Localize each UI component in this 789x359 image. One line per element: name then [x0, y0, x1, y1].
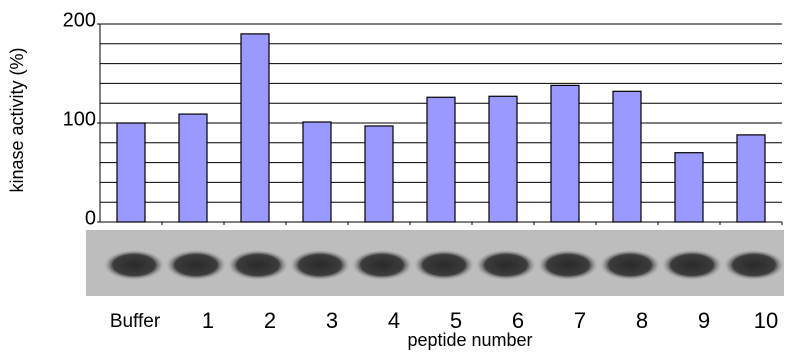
bar	[427, 97, 455, 222]
gel-band	[352, 250, 412, 280]
x-tick-label: 4	[388, 308, 400, 333]
gel-band	[414, 250, 474, 280]
bar	[303, 122, 331, 222]
x-tick-label: 1	[202, 308, 214, 333]
gel-band	[600, 250, 660, 280]
bar	[737, 135, 765, 222]
page: {"chart_data": {"type": "bar", "y_label"…	[0, 0, 789, 359]
bar	[613, 91, 641, 222]
bar	[489, 96, 517, 222]
x-tick-label: 8	[636, 308, 648, 333]
x-tick-label: 5	[450, 308, 462, 333]
gel-band	[662, 250, 722, 280]
chart: kinase activity (%) peptide number 01002…	[0, 0, 789, 359]
x-tick-label: 7	[574, 308, 586, 333]
y-tick-label: 100	[63, 108, 96, 130]
gel-band	[290, 250, 350, 280]
y-axis-label: kinase activity (%)	[7, 47, 27, 192]
bar	[551, 85, 579, 222]
x-tick-label: 6	[512, 308, 524, 333]
bar	[365, 126, 393, 222]
y-tick-label: 0	[85, 207, 96, 229]
x-tick-label: 3	[326, 308, 338, 333]
gel-band	[104, 250, 164, 280]
gel-band	[228, 250, 288, 280]
bar	[241, 34, 269, 222]
gel-band	[538, 250, 598, 280]
bar	[179, 114, 207, 222]
bar	[675, 153, 703, 222]
x-tick-label: 10	[754, 308, 778, 333]
x-tick-label: 2	[264, 308, 276, 333]
bar	[117, 123, 145, 222]
gel-band	[166, 250, 226, 280]
gel-band	[476, 250, 536, 280]
y-tick-label: 200	[63, 9, 96, 31]
gel-band	[724, 250, 784, 280]
x-tick-label: 9	[698, 308, 710, 333]
x-tick-label: Buffer	[110, 311, 161, 332]
